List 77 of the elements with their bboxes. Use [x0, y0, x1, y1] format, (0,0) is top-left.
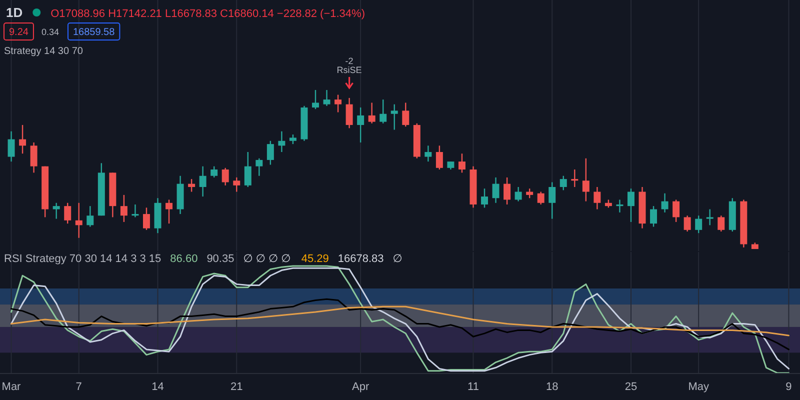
candlestick — [594, 186, 601, 210]
candlestick — [278, 130, 286, 153]
text: 0.34 — [41, 27, 59, 37]
x-tick-label: 7 — [76, 381, 82, 393]
text: Strategy 14 30 70 — [4, 46, 84, 57]
candlestick — [402, 102, 410, 128]
candlestick — [661, 192, 668, 214]
candlestick — [166, 199, 173, 224]
text: ∅ — [392, 253, 402, 265]
candlestick — [481, 188, 488, 208]
candlestick — [210, 166, 218, 178]
x-tick-label: 21 — [230, 381, 243, 393]
price-box: 16859.58 — [67, 22, 120, 40]
candlestick — [436, 145, 443, 170]
candlestick — [458, 153, 466, 174]
candlestick — [571, 168, 578, 188]
candlestick — [695, 215, 702, 234]
candlestick — [526, 188, 534, 199]
candlestick — [19, 124, 26, 154]
candlestick — [492, 176, 500, 204]
text: 45.29 — [301, 253, 329, 265]
candlestick — [233, 176, 240, 192]
text: ∅ ∅ ∅ ∅ — [243, 253, 291, 265]
text: RSI Strategy 70 30 14 14 3 3 15 — [4, 253, 162, 265]
candlestick — [222, 167, 229, 186]
x-tick-label: 11 — [468, 381, 479, 393]
candlestick — [30, 142, 38, 174]
candlestick — [334, 94, 342, 113]
candlestick — [86, 205, 94, 228]
candlestick — [616, 199, 624, 214]
text: 90.35 — [206, 253, 234, 265]
x-tick-label: Mar — [2, 381, 22, 393]
text: 86.60 — [170, 253, 198, 265]
candlestick — [650, 205, 658, 228]
candlestick — [390, 104, 398, 130]
text: O17088.96 H17142.21 L16678.83 C16860.14 −228.82 (−1.34%) — [50, 8, 365, 20]
candlestick — [706, 208, 714, 226]
x-tick-label: May — [688, 381, 710, 393]
candlestick — [424, 145, 432, 162]
candlestick — [380, 98, 387, 124]
candlestick — [504, 176, 511, 206]
candlestick — [289, 134, 296, 145]
annotation: -2 RsiSE — [336, 56, 362, 75]
candlestick — [627, 188, 634, 223]
candlestick — [132, 204, 139, 218]
candlestick — [120, 194, 128, 223]
candlestick — [256, 158, 263, 176]
price-box: 9.24 — [4, 22, 34, 40]
candlestick — [244, 151, 252, 188]
x-tick-label: 14 — [152, 381, 164, 393]
candlestick — [199, 166, 206, 198]
candlestick — [368, 102, 376, 124]
candlestick — [75, 202, 82, 238]
candlestick — [8, 130, 15, 162]
x-tick-label: 18 — [546, 381, 558, 393]
candlestick — [52, 202, 60, 220]
candlestick — [266, 140, 274, 166]
candlestick — [312, 89, 319, 110]
candlestick — [537, 191, 544, 206]
candlestick — [188, 178, 196, 192]
text: 16678.83 — [338, 253, 384, 265]
candlestick — [64, 202, 72, 224]
candlestick — [346, 97, 353, 129]
candlestick — [684, 215, 691, 232]
x-tick-label: 25 — [624, 381, 638, 393]
candlestick — [323, 89, 330, 106]
chart-title: 1D — [6, 5, 23, 20]
candlestick — [718, 215, 725, 232]
candlestick — [357, 106, 364, 144]
candlestick — [548, 182, 556, 220]
x-tick-label: 9 — [786, 381, 792, 393]
candlestick — [560, 175, 567, 191]
candlestick — [582, 158, 590, 202]
x-tick-label: Apr — [352, 381, 370, 393]
candlestick — [514, 186, 522, 202]
candlestick — [142, 207, 150, 231]
candlestick — [672, 199, 680, 223]
